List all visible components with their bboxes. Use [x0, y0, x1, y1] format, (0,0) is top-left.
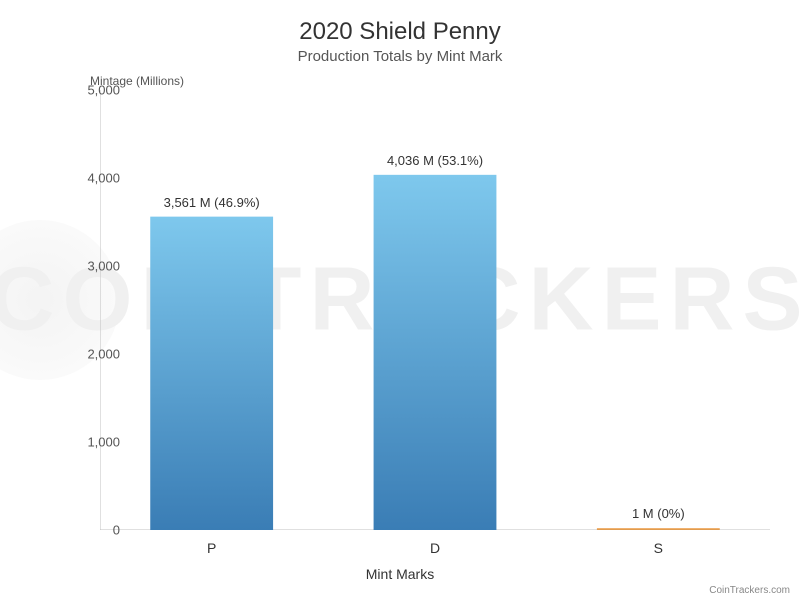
bar-label-S: 1 M (0%) — [632, 506, 685, 521]
x-axis-title: Mint Marks — [0, 566, 800, 582]
bar-label-D: 4,036 M (53.1%) — [387, 153, 483, 168]
y-tick-label: 5,000 — [60, 83, 120, 98]
y-tick-label: 4,000 — [60, 171, 120, 186]
y-tick-label: 2,000 — [60, 347, 120, 362]
chart-title: 2020 Shield Penny — [0, 18, 800, 46]
bar-S — [597, 528, 720, 530]
y-tick-label: 1,000 — [60, 435, 120, 450]
credit-text: CoinTrackers.com — [709, 585, 790, 596]
y-tick-label: 0 — [60, 523, 120, 538]
bar-D — [374, 175, 497, 530]
bar-P — [150, 217, 273, 530]
bars-group — [150, 175, 720, 530]
chart-subtitle: Production Totals by Mint Mark — [0, 48, 800, 65]
chart-container: 2020 Shield Penny Production Totals by M… — [0, 0, 800, 600]
x-tick-label: P — [207, 540, 216, 556]
x-tick-label: D — [430, 540, 440, 556]
y-tick-label: 3,000 — [60, 259, 120, 274]
bar-label-P: 3,561 M (46.9%) — [164, 195, 260, 210]
x-tick-label: S — [654, 540, 663, 556]
